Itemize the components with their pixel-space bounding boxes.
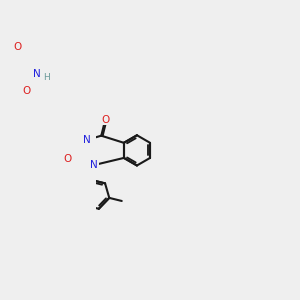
Text: O: O: [14, 41, 22, 52]
Text: O: O: [63, 154, 71, 164]
Text: N: N: [33, 69, 41, 79]
Text: N: N: [83, 135, 91, 145]
Text: O: O: [22, 86, 30, 96]
Text: O: O: [101, 115, 110, 124]
Text: H: H: [43, 73, 50, 82]
Text: N: N: [90, 160, 98, 170]
